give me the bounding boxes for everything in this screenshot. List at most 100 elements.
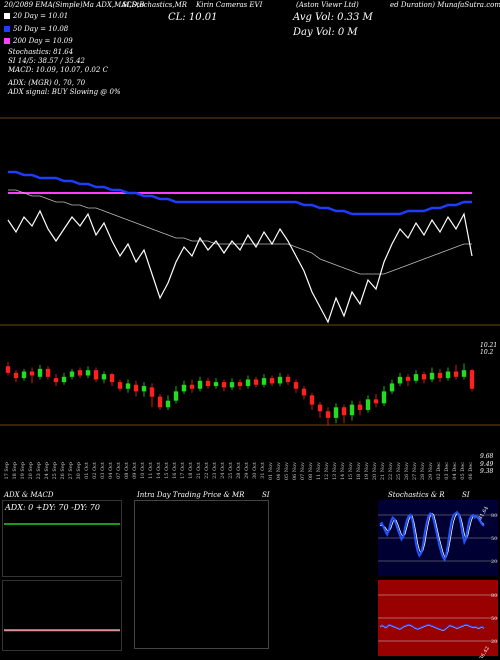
date-tick-label: 15 Nov (348, 462, 354, 480)
date-tick-label: 24 Oct (220, 462, 226, 479)
date-tick-label: 19 Sep (20, 462, 26, 480)
price-axis-label-2: 10.2 (480, 349, 494, 356)
day-volume-label: Day Vol: 0 M (293, 27, 358, 38)
price-chart: 17 Sep 18 Sep 19 Sep 20 Sep 23 Sep 24 Sep 25 S… (0, 362, 500, 480)
candle-body (261, 378, 267, 385)
candle-body (213, 382, 219, 387)
candle-body (165, 400, 171, 408)
stoch-label-50: 50 (491, 536, 497, 542)
candle-body (45, 368, 51, 377)
date-tick-label: 22 Oct (204, 462, 210, 479)
stoch-panel-title: Stochastics & R (388, 491, 445, 499)
date-tick-label: 26 Sep (60, 462, 66, 480)
date-tick-label: 27 Sep (68, 462, 74, 480)
adx-readout: ADX: 0 +DY: 70 -DY: 70 (5, 503, 100, 512)
rsi-highlight-line (379, 624, 485, 632)
candle-body (293, 382, 299, 389)
close-price-label: CL: 10.01 (168, 12, 218, 23)
candle-body (197, 380, 203, 389)
candle-body (117, 382, 123, 389)
date-tick-label: 28 Oct (236, 462, 242, 479)
candle-body (325, 411, 331, 418)
price-axis-label-4: 9.49 (480, 461, 494, 468)
date-tick-label: 09 Oct (132, 462, 138, 479)
date-tick-label: 08 Nov (308, 462, 314, 480)
date-tick-label: 12 Nov (324, 462, 330, 480)
date-tick-label: 04 Oct (108, 462, 114, 479)
candle-body (77, 370, 83, 376)
ema20-text: 20 Day = 10.01 (13, 12, 69, 20)
price-axis-label-5: 9.38 (480, 468, 494, 475)
candle-body (205, 380, 211, 387)
candle-body (237, 382, 243, 387)
macd-box (2, 580, 122, 651)
stoch-panel-title-2: SI (462, 491, 470, 499)
candle-body (341, 407, 347, 416)
header-line-1: 20/2089 EMA(Simple)Ma ADX,MACD,B (4, 1, 145, 9)
candle-body (173, 391, 179, 401)
price-axis-label-1: 10.21 (480, 342, 498, 349)
candle-body (93, 370, 99, 380)
candle-body (429, 372, 435, 380)
ema50-text: 50 Day = 10.08 (13, 25, 69, 33)
close-price-line (7, 209, 473, 324)
ema20-swatch-icon (4, 13, 10, 19)
date-tick-label: 26 Nov (404, 462, 410, 480)
date-tick-label: 11 Oct (148, 462, 154, 479)
avg-volume-label: Avg Vol: 0.33 M (293, 12, 373, 23)
candle-body (189, 384, 195, 389)
candle-body (413, 374, 419, 381)
rsi-line (379, 623, 485, 632)
adx-panel (2, 500, 122, 651)
date-tick-label: 28 Nov (420, 462, 426, 480)
rsi-label-50: 50 (491, 616, 497, 622)
intraday-panel (134, 500, 269, 649)
candle-body (245, 379, 251, 387)
candle-body (469, 370, 475, 389)
candle-body (437, 372, 443, 379)
date-tick-label: 05 Nov (284, 462, 290, 480)
candle-body (229, 382, 235, 388)
date-tick-label: 07 Oct (116, 462, 122, 479)
header-line-3: Kirin Cameras EVI (196, 1, 263, 9)
stoch-panel: 80 50 20 80 50 20 81.64 36.42 (378, 500, 498, 658)
candle-body (221, 382, 227, 388)
date-tick-label: 22 Nov (388, 462, 394, 480)
candle-body (445, 371, 451, 379)
header-line-2: SI,Stochastics,MR (122, 1, 188, 9)
stoch-label-80: 80 (491, 513, 497, 519)
candle-body (397, 376, 403, 384)
legend-macd: MACD: 10.09, 10.07, 0.02 C (8, 66, 108, 74)
candle-body (61, 376, 67, 383)
date-tick-label: 25 Nov (396, 462, 402, 480)
date-tick-label: 20 Nov (372, 462, 378, 480)
date-tick-label: 08 Oct (124, 462, 130, 479)
date-tick-label: 06 Dec (468, 462, 474, 480)
candle-body (69, 371, 75, 377)
candle-body (357, 404, 363, 410)
date-tick-label: 11 Nov (316, 462, 322, 480)
ema50-line (8, 170, 472, 216)
date-tick-label: 04 Dec (452, 462, 458, 480)
candle-body (301, 388, 307, 396)
candle-body (461, 370, 467, 377)
date-tick-label: 19 Nov (364, 462, 370, 480)
date-tick-label: 10 Oct (140, 462, 146, 479)
date-tick-label: 27 Nov (412, 462, 418, 480)
candle-body (181, 384, 187, 392)
price-axis-label-3: 9.68 (480, 453, 494, 460)
ema-chart (0, 117, 500, 326)
rsi-label-20: 20 (491, 639, 497, 645)
date-tick-label: 14 Nov (340, 462, 346, 480)
candle-body (133, 384, 139, 392)
candle-body (365, 399, 371, 410)
candle-body (269, 378, 275, 384)
legend-ema20: 20 Day = 10.01 (4, 12, 68, 21)
adx-panel-title: ADX & MACD (4, 491, 54, 499)
date-tick-label: 25 Oct (228, 462, 234, 479)
date-tick-label: 20 Sep (28, 462, 34, 480)
date-tick-label: 14 Oct (156, 462, 162, 479)
intraday-panel-title: Intra Day Trading Price & MR (137, 491, 245, 499)
date-tick-label: 29 Nov (428, 462, 434, 480)
date-tick-label: 15 Oct (164, 462, 170, 479)
